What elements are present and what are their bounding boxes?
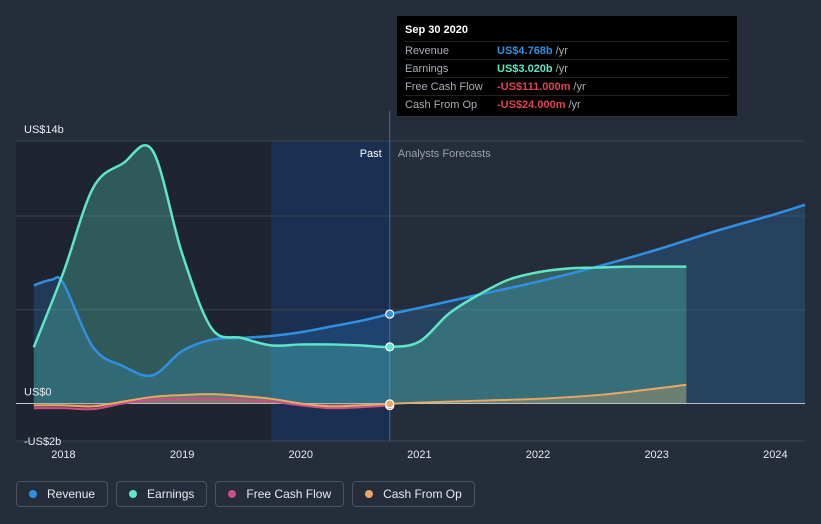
legend-label: Cash From Op [383,487,462,501]
tooltip-row-cash-from-op: Cash From Op -US$24.000m /yr [405,95,729,113]
tooltip-row-free-cash-flow: Free Cash Flow -US$111.000m /yr [405,77,729,95]
tooltip-value: US$3.020b [497,62,553,75]
tooltip-row-revenue: Revenue US$4.768b /yr [405,41,729,59]
tooltip-value: -US$111.000m [497,80,571,93]
data-point-marker [385,399,395,409]
x-tick-label: 2019 [170,449,194,461]
y-axis-label: US$14b [24,124,64,136]
legend-dot-icon [365,490,374,498]
chart-legend: Revenue Earnings Free Cash Flow Cash Fro… [16,481,475,507]
tooltip-unit: /yr [555,44,568,57]
legend-dot-icon [29,490,37,498]
tooltip-name: Earnings [405,62,449,75]
legend-label: Free Cash Flow [246,487,332,501]
tooltip-unit: /yr [568,98,581,111]
tooltip-value: US$4.768b [497,44,553,57]
series-line [32,144,687,349]
legend-label: Earnings [147,487,195,501]
forecast-label: Analysts Forecasts [398,148,491,160]
x-tick-label: 2021 [407,449,431,461]
legend-item-revenue[interactable]: Revenue [16,481,109,507]
x-tick-label: 2018 [51,449,75,461]
x-tick-label: 2023 [644,449,668,461]
past-highlight-region [271,141,390,441]
legend-item-free-cash-flow[interactable]: Free Cash Flow [215,481,345,507]
series-line [33,383,687,408]
x-tick-label: 2022 [526,449,550,461]
y-axis-label: US$0 [24,387,52,399]
data-point-marker [385,309,395,319]
legend-dot-icon [228,490,237,498]
hover-tooltip: Sep 30 2020 Revenue US$4.768b /yr Earnin… [397,16,737,116]
tooltip-date: Sep 30 2020 [405,24,468,36]
series-line [33,397,390,411]
legend-label: Revenue [47,487,96,501]
tooltip-name: Revenue [405,44,450,57]
series-area [33,204,805,404]
tooltip-name: Cash From Op [405,98,478,111]
tooltip-name: Free Cash Flow [405,80,483,93]
data-point-marker [385,342,395,352]
tooltip-unit: /yr [555,62,568,75]
y-axis-label: -US$2b [24,436,61,448]
legend-dot-icon [129,490,138,498]
series-area [33,384,687,407]
legend-item-cash-from-op[interactable]: Cash From Op [352,481,475,507]
legend-item-earnings[interactable]: Earnings [116,481,208,507]
x-tick-label: 2024 [763,449,787,461]
tooltip-value: -US$24.000m [497,98,566,111]
series-line [33,203,806,378]
x-tick-label: 2020 [289,449,313,461]
tooltip-unit: /yr [573,80,586,93]
series-area [33,145,687,404]
tooltip-row-earnings: Earnings US$3.020b /yr [405,59,729,77]
past-label: Past [360,148,382,160]
